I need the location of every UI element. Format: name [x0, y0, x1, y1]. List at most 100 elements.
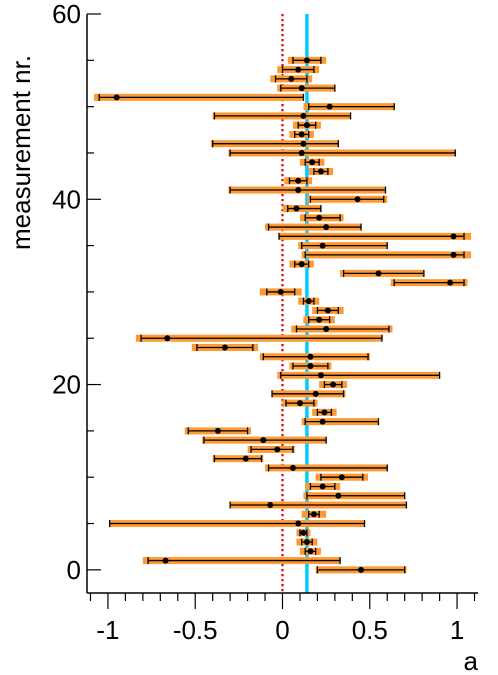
y-tick-label: 40: [52, 184, 81, 214]
measurement-32: [340, 269, 425, 277]
measurement-1: [142, 557, 341, 565]
measurement-33: [289, 260, 314, 268]
measurement-18: [282, 399, 318, 407]
measurement-53: [270, 75, 313, 83]
measurement-24: [191, 344, 259, 352]
measurement-5: [109, 520, 366, 528]
measurement-34: [301, 251, 472, 259]
data-point: [303, 57, 310, 64]
data-point: [317, 372, 324, 379]
data-point: [319, 483, 326, 490]
measurement-16: [301, 418, 380, 426]
data-point: [323, 224, 330, 231]
measurement-17: [312, 408, 337, 416]
measurement-50: [303, 103, 395, 111]
measurement-7: [229, 501, 408, 509]
measurement-9: [305, 482, 341, 490]
measurement-0: [315, 566, 407, 574]
data-point: [312, 390, 319, 397]
data-point: [300, 529, 307, 536]
x-axis-label: a: [464, 646, 479, 675]
data-point: [335, 492, 342, 499]
plot-area: [93, 14, 472, 593]
measurement-13: [247, 445, 295, 453]
data-point: [260, 437, 267, 444]
x-tick-label: -0.5: [173, 615, 218, 645]
data-point: [354, 196, 361, 203]
measurement-51: [93, 93, 305, 101]
data-point: [307, 548, 314, 555]
data-point: [295, 66, 302, 73]
data-point: [293, 205, 300, 212]
measurement-52: [277, 84, 336, 92]
data-point: [447, 279, 454, 286]
data-point: [310, 511, 317, 518]
measurement-15: [184, 427, 252, 435]
measurement-55: [287, 56, 327, 64]
measurement-40: [306, 195, 388, 203]
measurement-3: [296, 538, 318, 546]
data-point: [316, 214, 323, 221]
data-point: [295, 177, 302, 184]
measurement-38: [299, 214, 344, 222]
measurement-54: [277, 66, 320, 74]
data-point: [295, 187, 302, 194]
measurement-11: [265, 464, 388, 472]
measurement-29: [298, 297, 320, 305]
measurement-4: [296, 529, 311, 537]
data-point: [305, 298, 312, 305]
measurement-47: [289, 130, 314, 138]
measurement-19: [271, 390, 346, 398]
data-point: [307, 363, 314, 370]
measurement-23: [259, 353, 370, 361]
data-point: [300, 140, 307, 147]
data-point: [321, 409, 328, 416]
measurement-36: [278, 232, 472, 240]
measurement-48: [292, 121, 321, 129]
data-point: [317, 168, 324, 175]
data-point: [303, 122, 310, 129]
measurement-10: [315, 473, 369, 481]
data-point: [296, 400, 303, 407]
data-point: [309, 159, 316, 166]
data-point: [319, 418, 326, 425]
measurement-25: [135, 334, 383, 342]
data-point: [450, 251, 457, 258]
x-tick-label: 0: [275, 615, 289, 645]
y-tick-label: 0: [67, 555, 81, 585]
data-point: [316, 316, 323, 323]
measurement-37: [265, 223, 362, 231]
measurement-6: [301, 510, 327, 518]
x-axis: -1 -0.5 0 0.5 1: [87, 592, 478, 645]
data-point: [326, 103, 333, 110]
data-point: [288, 75, 295, 82]
data-point: [298, 131, 305, 138]
measurement-35: [298, 242, 388, 250]
data-point: [298, 85, 305, 92]
data-point: [298, 149, 305, 156]
y-tick-label: 60: [52, 0, 81, 29]
measurement-8: [303, 492, 406, 500]
data-point: [221, 344, 228, 351]
data-point: [267, 501, 274, 508]
data-point: [162, 557, 169, 564]
y-axis: 0 20 40 60: [52, 0, 101, 593]
data-point: [298, 261, 305, 268]
measurement-21: [277, 371, 441, 379]
measurement-20: [319, 381, 348, 389]
data-point: [323, 325, 330, 332]
measurement-22: [289, 362, 332, 370]
data-point: [375, 270, 382, 277]
y-axis-label: measurement nr.: [6, 55, 36, 250]
measurement-2: [299, 547, 321, 555]
measurement-44: [299, 158, 325, 166]
measurement-43: [308, 167, 334, 175]
measurement-46: [210, 140, 340, 148]
data-point: [277, 288, 284, 295]
data-point: [450, 233, 457, 240]
data-point: [295, 520, 302, 527]
x-tick-label: 0.5: [352, 615, 388, 645]
measurement-49: [212, 112, 352, 120]
measurement-12: [212, 455, 264, 463]
